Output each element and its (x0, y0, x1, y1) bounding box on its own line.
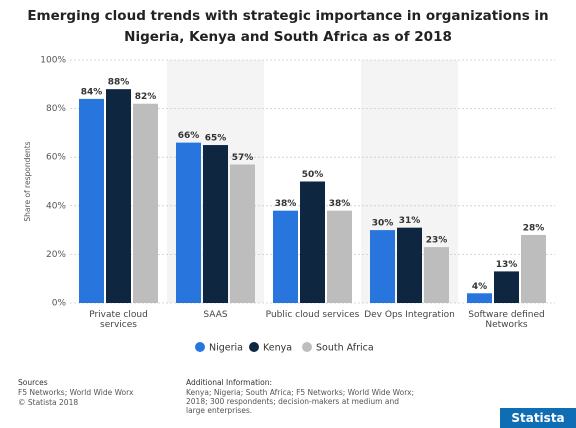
value-label: 23% (426, 236, 448, 246)
bar (327, 210, 352, 303)
copyright: © Statista 2018 (18, 398, 79, 407)
bar (203, 145, 228, 303)
value-label: 88% (108, 78, 130, 88)
bar (230, 164, 255, 303)
value-label: 50% (302, 170, 324, 180)
bar (424, 247, 449, 303)
bar (300, 181, 325, 303)
y-tick-label: 100% (40, 56, 66, 66)
y-axis-label: Share of respondents (23, 141, 32, 221)
logo: Statista (500, 408, 576, 428)
sources: F5 Networks; World Wide Worx (18, 388, 134, 397)
value-label: 4% (472, 282, 487, 292)
value-label: 57% (232, 153, 254, 163)
legend-label: Nigeria (209, 343, 243, 354)
y-tick-label: 20% (46, 250, 66, 260)
sources-title: Sources (18, 378, 48, 387)
x-tick-label: Software defined Networks (468, 310, 545, 330)
info: Kenya; Nigeria; South Africa; F5 Network… (186, 388, 415, 415)
x-tick-label: Public cloud services (265, 310, 360, 320)
x-tick-label: Private cloud services (89, 310, 148, 330)
value-label: 65% (205, 134, 227, 144)
bar (521, 234, 546, 303)
value-label: 38% (275, 199, 297, 209)
bar (273, 210, 298, 303)
value-label: 31% (399, 216, 421, 226)
legend-marker (249, 342, 259, 352)
legend-marker (302, 342, 312, 352)
bar (176, 142, 201, 303)
bar (467, 293, 492, 303)
value-label: 30% (372, 219, 394, 229)
value-label: 13% (496, 260, 518, 270)
bar (106, 89, 131, 303)
y-tick-label: 40% (46, 201, 66, 211)
x-tick-label: Dev Ops Integration (364, 310, 455, 320)
bar (79, 98, 104, 303)
bar (494, 271, 519, 303)
value-label: 84% (81, 87, 103, 97)
legend-label: South Africa (316, 343, 374, 354)
value-label: 38% (329, 199, 351, 209)
info-title: Additional Information: (186, 378, 272, 387)
bar (133, 103, 158, 304)
bar (397, 227, 422, 303)
legend-label: Kenya (263, 343, 292, 354)
y-tick-label: 60% (46, 153, 66, 163)
legend-marker (195, 342, 205, 352)
x-tick-label: SAAS (203, 310, 228, 320)
value-label: 66% (178, 131, 200, 141)
chart-title: Emerging cloud trends with strategic imp… (27, 8, 549, 45)
value-label: 28% (523, 223, 545, 233)
value-label: 82% (135, 92, 157, 102)
y-tick-label: 80% (46, 104, 66, 114)
bar (370, 230, 395, 303)
y-tick-label: 0% (52, 299, 67, 309)
